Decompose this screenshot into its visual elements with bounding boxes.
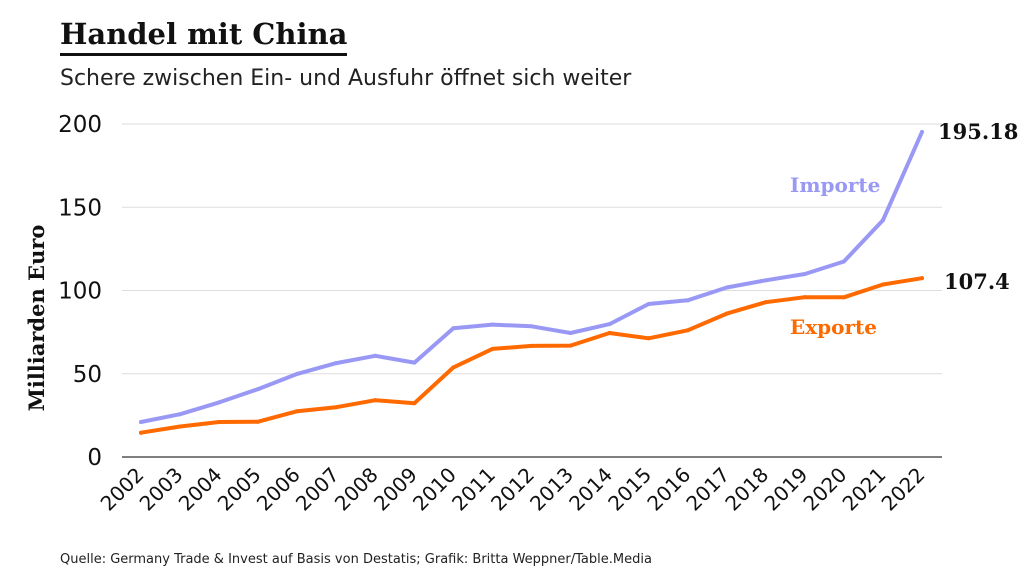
series-lines: [139, 130, 924, 435]
data-point: [334, 405, 339, 410]
y-tick-label: 0: [87, 445, 102, 471]
data-point: [646, 301, 651, 306]
x-tick-label: 2008: [330, 463, 383, 516]
chart-subtitle: Schere zwischen Ein- und Ausfuhr öffnet …: [60, 66, 632, 91]
x-tick-label: 2005: [213, 463, 266, 516]
series-line-exports: [139, 276, 924, 435]
x-tick-label: 2017: [681, 463, 734, 516]
data-point: [139, 430, 143, 435]
data-point: [451, 326, 456, 331]
data-point: [373, 398, 378, 403]
series-label-imports: Importe: [790, 173, 880, 197]
data-point: [607, 330, 612, 335]
data-point: [724, 285, 729, 290]
x-tick-label: 2006: [252, 463, 305, 516]
x-tick-label: 2002: [96, 463, 149, 516]
x-tick-label: 2014: [564, 463, 617, 516]
data-point: [568, 330, 573, 335]
data-point: [490, 322, 495, 327]
x-tick-label: 2018: [720, 463, 773, 516]
x-tick-label: 2022: [877, 463, 930, 516]
data-point: [880, 282, 885, 287]
data-point: [217, 420, 222, 425]
data-point: [802, 272, 807, 277]
x-tick-label: 2004: [174, 463, 227, 516]
x-tick-label: 2009: [369, 463, 422, 516]
data-point: [724, 311, 729, 316]
data-point: [920, 130, 924, 135]
y-axis-label: Milliarden Euro: [24, 225, 49, 412]
data-point: [490, 346, 495, 351]
data-point: [451, 365, 456, 370]
end-value-label-imports: 195.18: [938, 119, 1018, 144]
y-axis-ticks: 0 50 100 150 200: [58, 112, 102, 471]
data-point: [646, 336, 651, 341]
end-value-label-exports: 107.4: [944, 269, 1010, 294]
x-tick-label: 2010: [408, 463, 461, 516]
x-tick-label: 2012: [486, 463, 539, 516]
data-point: [920, 276, 924, 281]
x-tick-label: 2016: [642, 463, 695, 516]
data-point: [607, 322, 612, 327]
gridlines: [122, 123, 942, 458]
x-tick-label: 2015: [603, 463, 656, 516]
data-point: [880, 218, 885, 223]
data-point: [685, 298, 690, 303]
y-tick-label: 150: [58, 195, 102, 221]
source-note: Quelle: Germany Trade & Invest auf Basis…: [60, 552, 652, 567]
x-tick-label: 2013: [525, 463, 578, 516]
data-point: [529, 343, 534, 348]
data-point: [178, 412, 183, 417]
y-tick-label: 200: [58, 112, 102, 138]
data-point: [763, 300, 768, 305]
x-tick-label: 2011: [447, 463, 500, 516]
data-point: [841, 295, 846, 300]
x-tick-label: 2007: [291, 463, 344, 516]
data-point: [178, 424, 183, 429]
data-point: [685, 328, 690, 333]
data-point: [295, 371, 300, 376]
x-tick-label: 2021: [838, 463, 891, 516]
x-axis-ticks: 2002200320042005200620072008200920102011…: [96, 463, 930, 516]
x-tick-label: 2019: [759, 463, 812, 516]
data-point: [412, 360, 417, 365]
x-tick-label: 2003: [135, 463, 188, 516]
data-point: [217, 400, 222, 405]
data-point: [568, 343, 573, 348]
chart-title: Handel mit China: [60, 16, 348, 56]
y-tick-label: 50: [73, 362, 102, 388]
data-point: [412, 401, 417, 406]
data-point: [256, 419, 261, 424]
data-point: [295, 409, 300, 414]
data-point: [256, 387, 261, 392]
data-point: [841, 259, 846, 264]
data-point: [802, 295, 807, 300]
x-tick-label: 2020: [798, 463, 851, 516]
data-point: [334, 361, 339, 366]
data-point: [763, 278, 768, 283]
data-point: [139, 420, 143, 425]
y-tick-label: 100: [58, 279, 102, 305]
series-label-exports: Exporte: [790, 315, 877, 339]
data-point: [373, 353, 378, 358]
data-point: [529, 324, 534, 329]
